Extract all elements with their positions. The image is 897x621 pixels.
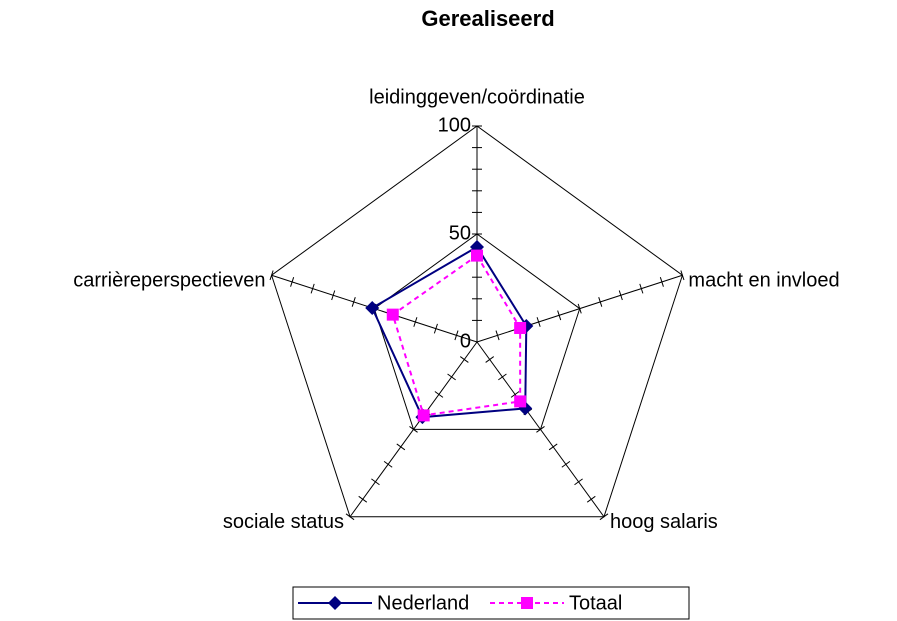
y-tick-label: 50 <box>449 222 471 244</box>
tick-mark <box>409 426 418 433</box>
legend: Nederland Totaal <box>292 586 690 620</box>
tick-mark <box>574 478 583 486</box>
y-tick-label: 100 <box>438 114 471 136</box>
category-label: hoog salaris <box>610 511 718 533</box>
tick-mark <box>351 297 356 307</box>
data-point <box>471 249 483 262</box>
tick-mark <box>358 495 368 503</box>
tick-mark <box>561 460 571 468</box>
tick-mark <box>345 513 355 521</box>
tick-mark <box>598 297 603 307</box>
tick-mark <box>331 290 336 301</box>
tick-mark <box>680 270 685 281</box>
tick-mark <box>413 317 418 327</box>
tick-mark <box>599 513 609 521</box>
tick-mark <box>495 330 500 341</box>
y-tick-label: 0 <box>460 330 471 352</box>
series-line <box>370 245 528 419</box>
category-label: macht en invloed <box>688 270 839 292</box>
tick-mark <box>485 356 495 363</box>
tick-mark <box>459 356 469 363</box>
data-point <box>514 395 527 408</box>
tick-mark <box>536 317 541 327</box>
tick-mark <box>618 290 623 301</box>
legend-label: Totaal <box>569 592 622 614</box>
tick-mark <box>577 303 582 314</box>
category-label: leidinggeven/coördinatie <box>369 86 585 108</box>
tick-mark <box>310 283 315 294</box>
tick-mark <box>290 277 295 287</box>
chart-title: Gerealiseerd <box>421 6 554 31</box>
tick-mark <box>586 495 596 503</box>
data-point <box>514 321 527 334</box>
tick-mark <box>396 443 406 451</box>
legend-marker <box>328 596 342 610</box>
tick-mark <box>447 373 456 381</box>
tick-mark <box>269 270 274 281</box>
tick-mark <box>498 373 507 381</box>
tick-mark <box>510 391 520 398</box>
legend-label: Nederland <box>377 592 469 614</box>
grid-line <box>270 125 684 518</box>
tick-mark <box>548 443 558 451</box>
tick-mark <box>433 323 438 334</box>
tick-mark <box>536 426 545 433</box>
tick-mark <box>383 460 393 468</box>
tick-mark <box>639 283 644 294</box>
category-label: carrièreperspectieven <box>73 270 265 292</box>
tick-mark <box>557 310 562 321</box>
tick-mark <box>371 478 380 486</box>
category-label: sociale status <box>223 511 344 533</box>
legend-marker <box>521 597 533 609</box>
tick-mark <box>454 330 459 341</box>
data-point <box>417 409 430 422</box>
tick-mark <box>434 391 444 398</box>
tick-mark <box>659 277 664 287</box>
data-point <box>386 308 399 321</box>
data-point <box>365 300 380 315</box>
